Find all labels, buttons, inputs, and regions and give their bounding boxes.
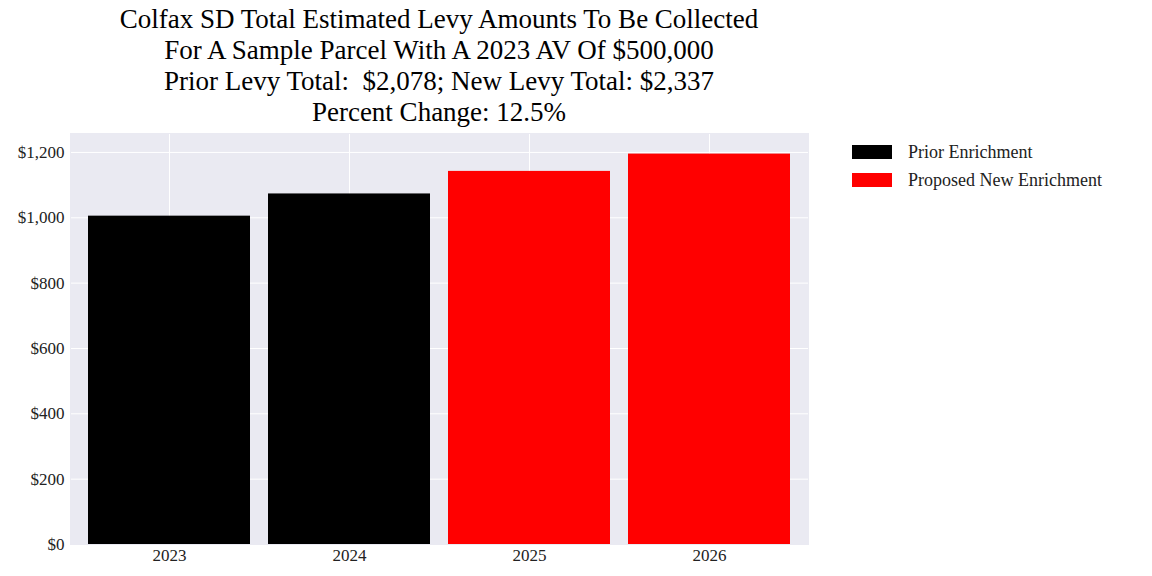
- svg-text:$1,000: $1,000: [18, 208, 65, 227]
- svg-text:2025: 2025: [513, 546, 547, 565]
- html-text:Proposed New Enrichment: Proposed New Enrichment: [908, 169, 1102, 190]
- svg-text:$200: $200: [31, 470, 65, 489]
- svg-text:$1,200: $1,200: [18, 143, 65, 162]
- svg-text:$600: $600: [31, 339, 65, 358]
- svg-text:$0: $0: [48, 535, 65, 554]
- svg-text:$400: $400: [31, 404, 65, 423]
- svg-text:$800: $800: [31, 274, 65, 293]
- svg-text:2023: 2023: [153, 546, 187, 565]
- html-text:Colfax SD Total Estimated Levy: Colfax SD Total Estimated Levy Amounts T…: [119, 4, 759, 127]
- svg-text:2024: 2024: [333, 546, 368, 565]
- svg-text:2026: 2026: [693, 546, 727, 565]
- html-text:Prior Enrichment: Prior Enrichment: [908, 141, 1033, 162]
